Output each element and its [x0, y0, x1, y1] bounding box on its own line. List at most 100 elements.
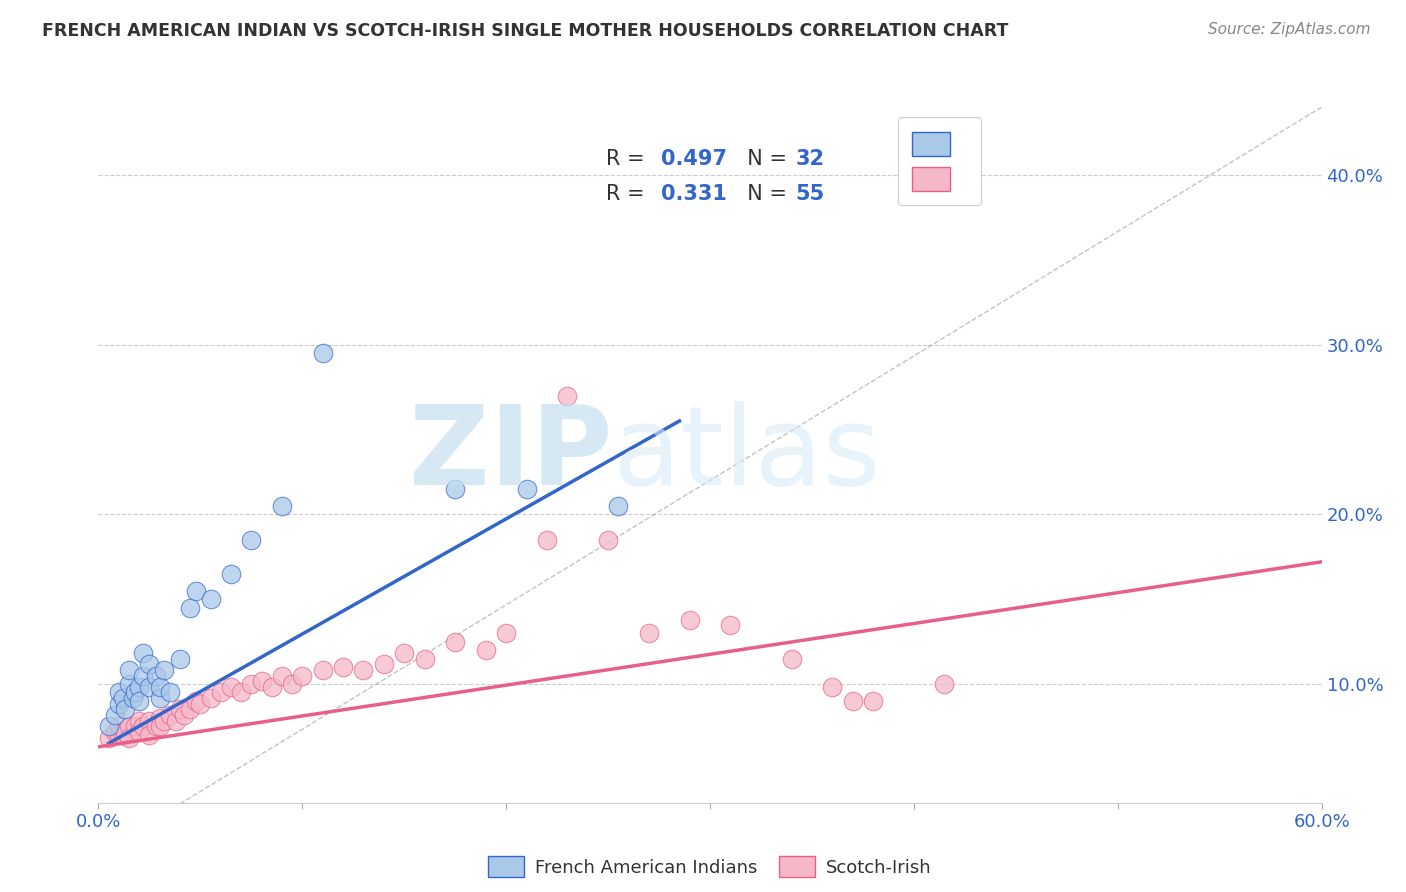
Point	[104, 707, 127, 722]
Text: N =: N =	[734, 149, 794, 169]
Point	[159, 685, 181, 699]
Point	[270, 499, 294, 513]
Point	[200, 690, 222, 705]
Point	[128, 724, 150, 739]
Point	[104, 724, 127, 739]
Text: 0.331: 0.331	[661, 184, 727, 204]
Point	[720, 617, 742, 632]
Point	[821, 681, 844, 695]
Point	[444, 482, 467, 496]
Point	[841, 694, 863, 708]
Point	[495, 626, 517, 640]
Point	[179, 600, 201, 615]
Point	[516, 482, 538, 496]
Point	[373, 657, 395, 671]
Point	[128, 714, 150, 729]
Point	[165, 714, 187, 729]
Point	[128, 681, 150, 695]
Point	[169, 651, 191, 665]
Point	[312, 664, 335, 678]
Point	[152, 714, 174, 729]
Point	[108, 719, 131, 733]
Text: Source: ZipAtlas.com: Source: ZipAtlas.com	[1208, 22, 1371, 37]
Point	[108, 698, 131, 712]
Point	[138, 714, 160, 729]
Text: ZIP: ZIP	[409, 401, 612, 508]
Point	[159, 707, 181, 722]
Point	[118, 664, 141, 678]
Point	[862, 694, 884, 708]
Point	[186, 694, 208, 708]
Point	[149, 719, 172, 733]
Point	[149, 690, 172, 705]
Point	[291, 668, 314, 682]
Text: R =: R =	[606, 149, 651, 169]
Point	[138, 728, 160, 742]
Point	[536, 533, 558, 547]
Point	[250, 673, 273, 688]
Point	[97, 719, 120, 733]
Point	[132, 647, 155, 661]
Point	[934, 677, 956, 691]
Point	[240, 533, 263, 547]
Point	[188, 698, 212, 712]
Point	[352, 664, 374, 678]
Point	[607, 499, 630, 513]
Text: R =: R =	[606, 184, 651, 204]
Point	[219, 681, 242, 695]
Point	[152, 664, 174, 678]
Point	[145, 668, 167, 682]
Point	[638, 626, 661, 640]
Point	[679, 613, 702, 627]
Point	[231, 685, 253, 699]
Legend: French American Indians, Scotch-Irish: French American Indians, Scotch-Irish	[481, 849, 939, 884]
Point	[780, 651, 803, 665]
Point	[118, 719, 141, 733]
Text: 32: 32	[796, 149, 825, 169]
Text: atlas: atlas	[612, 401, 880, 508]
Point	[209, 685, 232, 699]
Point	[474, 643, 498, 657]
Text: 0.497: 0.497	[661, 149, 727, 169]
Point	[118, 731, 141, 746]
Point	[281, 677, 304, 691]
Text: FRENCH AMERICAN INDIAN VS SCOTCH-IRISH SINGLE MOTHER HOUSEHOLDS CORRELATION CHAR: FRENCH AMERICAN INDIAN VS SCOTCH-IRISH S…	[42, 22, 1008, 40]
Point	[270, 668, 294, 682]
Point	[114, 702, 136, 716]
Point	[219, 566, 242, 581]
Point	[444, 634, 467, 648]
Point	[413, 651, 436, 665]
Point	[598, 533, 620, 547]
Point	[557, 388, 579, 402]
Point	[312, 346, 335, 360]
Point	[124, 685, 146, 699]
Point	[332, 660, 354, 674]
Y-axis label: Single Mother Households: Single Mother Households	[0, 347, 8, 563]
Point	[118, 677, 141, 691]
Point	[186, 583, 208, 598]
Point	[200, 592, 222, 607]
Point	[124, 719, 146, 733]
Point	[114, 724, 136, 739]
Point	[132, 719, 155, 733]
Point	[149, 711, 172, 725]
Point	[111, 728, 134, 742]
Point	[97, 731, 120, 746]
Point	[132, 668, 155, 682]
Point	[138, 657, 160, 671]
Point	[179, 702, 201, 716]
Point	[122, 690, 145, 705]
Point	[392, 647, 416, 661]
Point	[240, 677, 263, 691]
Point	[173, 707, 195, 722]
Point	[149, 681, 172, 695]
Point	[169, 702, 191, 716]
Point	[108, 728, 131, 742]
Point	[111, 690, 134, 705]
Text: 55: 55	[796, 184, 825, 204]
Text: N =: N =	[734, 184, 794, 204]
Point	[138, 681, 160, 695]
Point	[145, 719, 167, 733]
Point	[108, 685, 131, 699]
Point	[128, 694, 150, 708]
